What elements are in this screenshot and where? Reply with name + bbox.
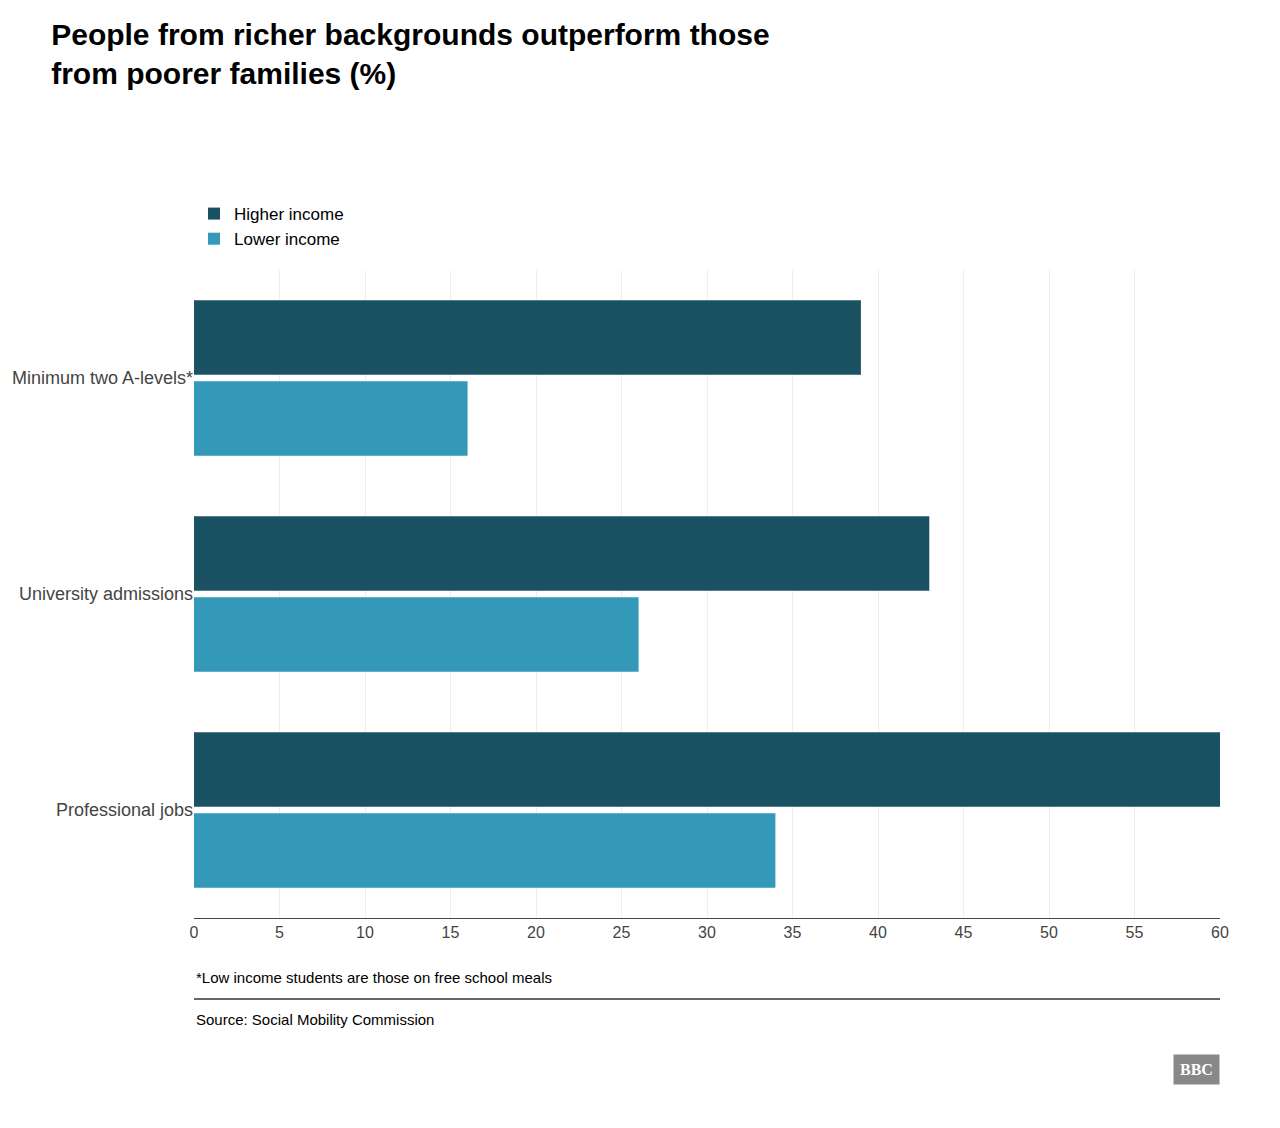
svg-text:5: 5	[275, 924, 284, 941]
svg-text:0: 0	[190, 924, 199, 941]
svg-text:People from richer backgrounds: People from richer backgrounds outperfor…	[51, 18, 769, 90]
svg-text:University admissions: University admissions	[19, 584, 193, 604]
svg-text:Lower income: Lower income	[234, 230, 340, 249]
svg-text:BBC: BBC	[1180, 1061, 1213, 1078]
svg-text:25: 25	[613, 924, 631, 941]
svg-text:Higher income: Higher income	[234, 205, 344, 224]
svg-text:35: 35	[784, 924, 802, 941]
svg-text:20: 20	[527, 924, 545, 941]
svg-text:60: 60	[1211, 924, 1229, 941]
svg-text:Source: Social Mobility Commis: Source: Social Mobility Commission	[196, 1011, 434, 1028]
svg-text:15: 15	[442, 924, 460, 941]
svg-text:55: 55	[1126, 924, 1144, 941]
svg-text:10: 10	[356, 924, 374, 941]
svg-text:*Low income students are those: *Low income students are those on free s…	[196, 969, 552, 986]
svg-text:45: 45	[955, 924, 973, 941]
svg-text:Professional jobs: Professional jobs	[56, 800, 193, 820]
svg-text:Minimum two A-levels*: Minimum two A-levels*	[12, 368, 193, 388]
svg-text:50: 50	[1040, 924, 1058, 941]
svg-text:40: 40	[869, 924, 887, 941]
svg-text:30: 30	[698, 924, 716, 941]
